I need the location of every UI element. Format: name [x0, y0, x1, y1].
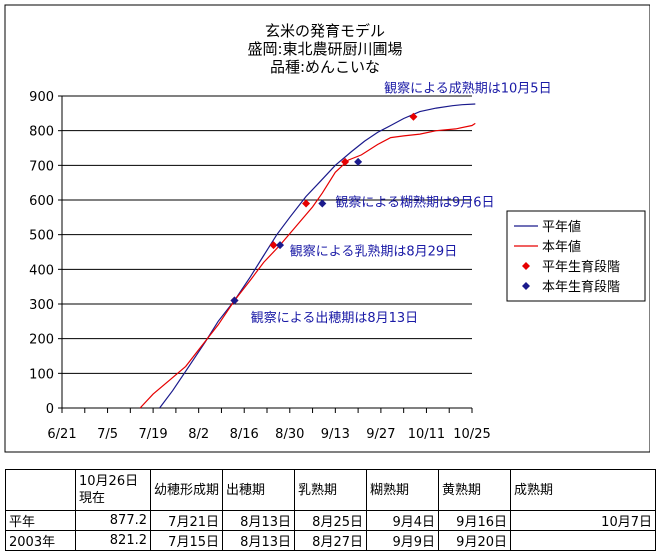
legend-label: 平年生育段階 [542, 259, 620, 275]
x-axis-ticks: 6/21 7/5 7/19 8/2 8/16 8/30 9/13 9/27 10/11 10/25 [47, 408, 491, 442]
x-tick-label: 7/5 [97, 427, 118, 442]
legend-swatch [522, 262, 530, 270]
x-tick-label: 10/25 [453, 427, 490, 442]
y-tick-label: 900 [29, 90, 54, 105]
series-line-1 [139, 122, 476, 409]
title-line: 品種:めんこいな [270, 58, 380, 76]
header-cell: 乳熟期 [294, 469, 367, 511]
legend-label: 平年値 [542, 219, 581, 235]
header-cell: 黄熟期 [438, 469, 511, 511]
annotation-label: 観察による乳熟期は8月29日 [290, 243, 457, 259]
y-tick-label: 300 [29, 298, 54, 313]
table-cell: 877.2 [75, 510, 151, 531]
header-cell [5, 469, 76, 511]
header-cell: 糊熟期 [366, 469, 439, 511]
y-axis-ticks: 0 100 200 300 400 500 600 700 800 900 [29, 90, 62, 417]
series [139, 103, 476, 409]
stage-marker [269, 241, 278, 250]
stage-marker [354, 157, 363, 166]
header-cell: 10月26日現在 [75, 469, 151, 511]
x-tick-label: 9/27 [366, 427, 395, 442]
x-tick-label: 7/19 [139, 427, 168, 442]
table-cell: 7月15日 [150, 530, 223, 551]
table-cell: 7月21日 [150, 510, 223, 531]
title-line: 盛岡:東北農研厨川圃場 [247, 40, 402, 58]
stage-table-wrap: 10月26日現在 幼穂形成期 出穂期 乳熟期 糊熟期 黄熟期 成熟期 平年 87… [5, 469, 656, 551]
annotation-label: 観察による出穂期は8月13日 [251, 311, 418, 326]
x-tick-label: 8/30 [275, 427, 304, 442]
table-cell: 8月25日 [294, 510, 367, 531]
stage-marker [318, 199, 327, 208]
stage-marker [341, 157, 350, 166]
series-line-0 [159, 103, 476, 409]
chart-area: 玄米の発育モデル 盛岡:東北農研厨川圃場 品種:めんこいな 0 100 200 300 40… [4, 4, 650, 453]
row-label: 2003年 [5, 530, 76, 551]
annotation-label: 観察による成熟期は10月5日 [384, 80, 551, 96]
title-line: 玄米の発育モデル [265, 22, 385, 40]
annotation-label: 観察による糊熟期は9月6日 [335, 195, 494, 211]
table-row: 2003年 821.2 7月15日 8月13日 8月27日 9月9日 9月20日 [5, 530, 656, 551]
table-cell: 10月7日 [510, 510, 656, 531]
y-tick-label: 700 [29, 159, 54, 174]
stage-marker [230, 296, 239, 305]
table-cell: 9月16日 [438, 510, 511, 531]
table-cell: 8月13日 [222, 530, 295, 551]
y-tick-label: 500 [29, 229, 54, 244]
table-cell: 9月9日 [366, 530, 439, 551]
table-cell: 821.2 [75, 530, 151, 551]
stage-marker [409, 112, 418, 121]
grid-lines [61, 95, 472, 409]
y-tick-label: 100 [29, 367, 54, 382]
x-tick-label: 8/2 [188, 427, 209, 442]
header-cell: 出穂期 [222, 469, 295, 511]
table-header-row: 10月26日現在 幼穂形成期 出穂期 乳熟期 糊熟期 黄熟期 成熟期 [5, 469, 656, 511]
y-tick-label: 400 [29, 263, 54, 278]
y-tick-label: 600 [29, 194, 54, 209]
x-tick-label: 9/13 [321, 427, 350, 442]
x-tick-label: 6/21 [47, 427, 76, 442]
header-cell: 幼穂形成期 [150, 469, 223, 511]
legend-swatch [522, 282, 530, 290]
table-cell: 8月27日 [294, 530, 367, 551]
row-label: 平年 [5, 510, 76, 531]
table-row: 平年 877.2 7月21日 8月13日 8月25日 9月4日 9月16日 10… [5, 510, 656, 531]
header-cell: 成熟期 [510, 469, 656, 511]
table-cell: 9月4日 [366, 510, 439, 531]
table-cell [510, 530, 656, 551]
stage-marker [302, 199, 311, 208]
stage-marker [276, 241, 285, 250]
y-tick-label: 200 [29, 333, 54, 348]
annotations: 観察による成熟期は10月5日観察による糊熟期は9月6日観察による乳熟期は8月29… [251, 80, 552, 326]
legend-label: 本年値 [542, 239, 581, 255]
x-tick-label: 10/11 [408, 427, 445, 442]
y-tick-label: 0 [46, 402, 54, 417]
table-cell: 8月13日 [222, 510, 295, 531]
stage-table: 10月26日現在 幼穂形成期 出穂期 乳熟期 糊熟期 黄熟期 成熟期 平年 87… [5, 469, 656, 551]
y-tick-label: 800 [29, 125, 54, 140]
table-cell: 9月20日 [438, 530, 511, 551]
legend-label: 本年生育段階 [542, 279, 620, 295]
x-tick-label: 8/16 [230, 427, 259, 442]
